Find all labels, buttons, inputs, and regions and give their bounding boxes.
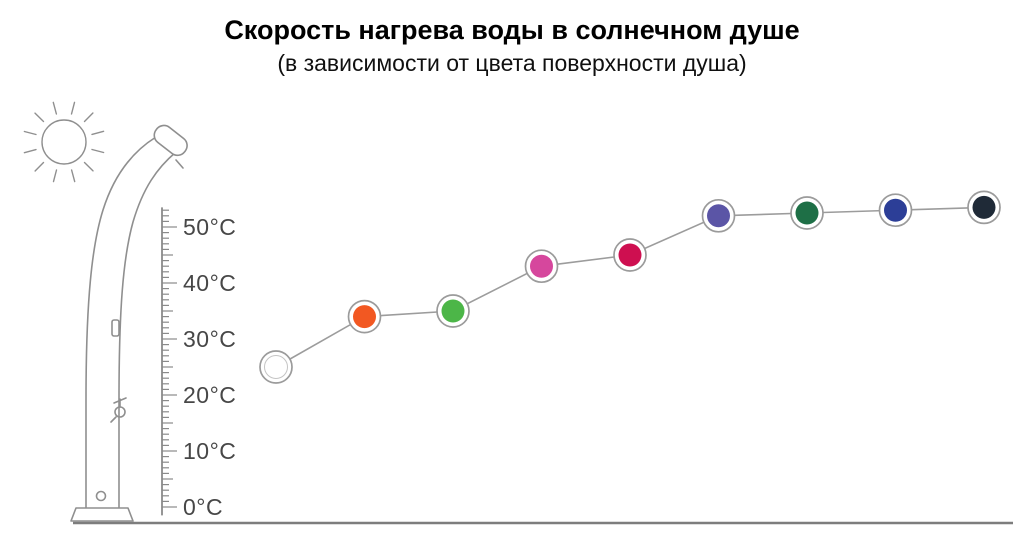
data-point-orange [347,299,382,334]
sun-ray [83,112,94,123]
sun-ray [70,101,76,115]
data-point-crimson [613,238,647,272]
solar-shower-illustration [70,124,188,522]
sun-ray [83,161,94,172]
shower-base [70,507,134,522]
data-point-dark-navy [967,190,1001,225]
sun-ray [23,130,37,136]
shower-head-icon [153,124,188,157]
page-subtitle: (в зависимости от цвета поверхности душа… [277,50,747,77]
tap-icon [110,397,127,423]
data-point-violet [701,198,736,233]
header: Скорость нагрева воды в солнечном душе (… [0,0,1024,77]
temperature-ruler: 0°C 10°C 20°C 30°C 40°C 50°C [161,207,236,520]
sun-ray [34,112,45,123]
sun-ray [34,161,45,172]
line-plot [259,190,1001,384]
data-point-white [259,350,293,384]
y-tick-label: 40°C [183,270,236,296]
y-tick-label: 50°C [183,214,236,240]
y-tick-label: 20°C [183,382,236,408]
sun-ray [70,169,76,183]
data-point-green [436,294,470,328]
data-point-blue [878,193,913,228]
sun-ray [52,101,58,115]
drain-icon [95,490,107,502]
sun-ray [52,169,58,183]
page-title: Скорость нагрева воды в солнечном душе [224,15,800,45]
sun-icon [23,101,105,183]
y-tick-label: 0°C [183,494,223,520]
data-point-magenta [524,249,559,284]
data-point-dark-green [790,196,824,230]
y-tick-label: 10°C [183,438,236,464]
sun-ray [23,148,37,154]
series-line [275,206,985,368]
y-tick-label: 30°C [183,326,236,352]
sun-ray [91,130,105,136]
sun-ray [91,148,105,154]
